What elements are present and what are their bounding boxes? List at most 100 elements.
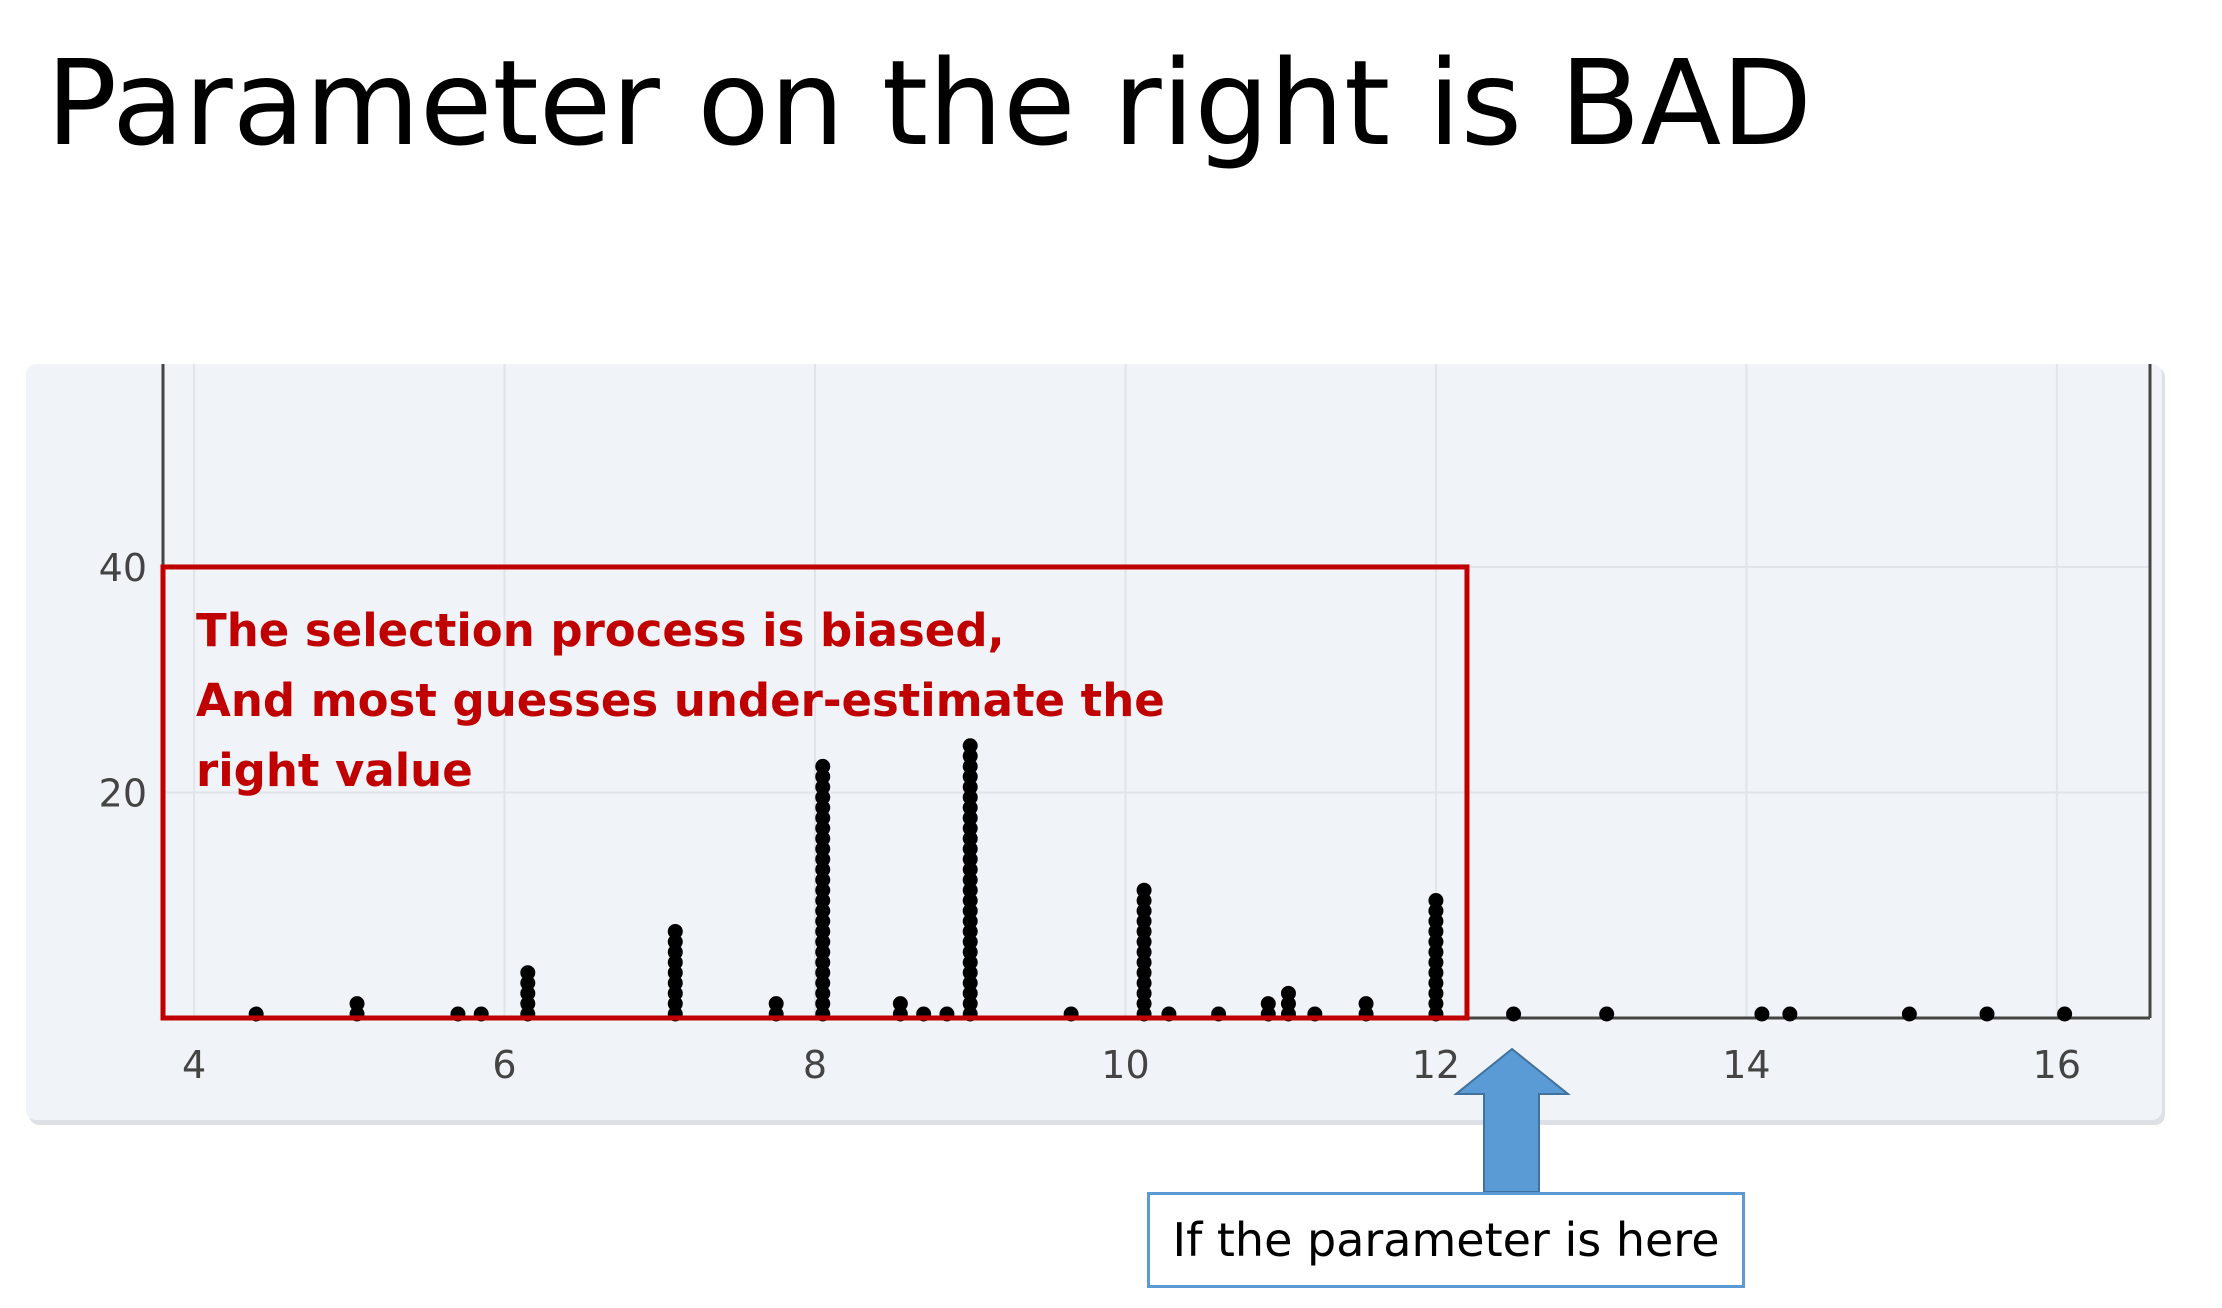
data-point: [1136, 893, 1152, 909]
data-point: [815, 893, 831, 909]
data-point: [1136, 913, 1152, 929]
data-point: [815, 965, 831, 981]
data-point: [962, 758, 978, 774]
data-point: [667, 934, 683, 950]
data-point: [667, 923, 683, 939]
highlight-box: [160, 564, 1470, 1021]
data-point: [1136, 996, 1152, 1012]
data-point: [815, 954, 831, 970]
data-point: [815, 903, 831, 919]
tick-labels: 4 6 8 10 12 14 16 20 40: [99, 546, 2081, 1087]
data-point: [962, 975, 978, 991]
x-tick-label: 12: [1412, 1043, 1460, 1087]
data-point: [962, 934, 978, 950]
data-point: [1260, 996, 1276, 1012]
data-point: [962, 841, 978, 857]
data-point: [520, 965, 536, 981]
data-point: [962, 862, 978, 878]
data-point: [815, 862, 831, 878]
data-point: [962, 996, 978, 1012]
x-tick-label: 6: [492, 1043, 516, 1087]
data-point: [962, 820, 978, 836]
data-point: [768, 996, 784, 1012]
data-point: [962, 944, 978, 960]
data-point: [815, 810, 831, 826]
x-tick-label: 8: [803, 1043, 827, 1087]
data-point: [1136, 965, 1152, 981]
data-point: [962, 789, 978, 805]
data-point: [520, 996, 536, 1012]
data-point: [962, 851, 978, 867]
data-point: [667, 985, 683, 1001]
data-point: [815, 851, 831, 867]
annotation-line: right value: [196, 744, 473, 797]
annotation-line: The selection process is biased,: [196, 604, 1005, 657]
data-point: [1136, 985, 1152, 1001]
data-point: [1136, 954, 1152, 970]
data-point: [815, 779, 831, 795]
data-point: [1136, 882, 1152, 898]
data-point: [1428, 954, 1444, 970]
data-point: [1136, 903, 1152, 919]
data-point: [1136, 934, 1152, 950]
slide-title: Parameter on the right is BAD: [46, 34, 1813, 172]
x-tick-label: 16: [2033, 1043, 2081, 1087]
data-point: [1136, 975, 1152, 991]
data-point: [962, 748, 978, 764]
data-point: [1428, 975, 1444, 991]
data-point: [815, 789, 831, 805]
data-point: [1136, 944, 1152, 960]
data-point: [1754, 1006, 1770, 1022]
data-point: [815, 758, 831, 774]
chart-card: [26, 364, 2162, 1120]
data-point: [815, 975, 831, 991]
data-point: [815, 985, 831, 1001]
data-point: [667, 975, 683, 991]
x-tick-label: 4: [182, 1043, 206, 1087]
data-point: [1506, 1006, 1522, 1022]
data-point: [520, 975, 536, 991]
data-point: [815, 913, 831, 929]
data-point: [667, 996, 683, 1012]
data-point: [815, 769, 831, 785]
data-point: [962, 965, 978, 981]
data-point: [962, 903, 978, 919]
data-point: [2057, 1006, 2073, 1022]
y-tick-label: 40: [99, 546, 147, 590]
data-point: [962, 831, 978, 847]
data-point: [962, 769, 978, 785]
data-point: [892, 996, 908, 1012]
data-point: [815, 800, 831, 816]
data-point: [815, 882, 831, 898]
data-point: [349, 996, 365, 1012]
data-point: [962, 738, 978, 754]
data-point: [1136, 923, 1152, 939]
data-point: [1428, 996, 1444, 1012]
data-point: [1901, 1006, 1917, 1022]
data-point: [962, 810, 978, 826]
data-point: [667, 944, 683, 960]
data-point: [1428, 985, 1444, 1001]
data-point: [520, 985, 536, 1001]
y-tick-label: 20: [99, 771, 147, 815]
data-point: [1599, 1006, 1615, 1022]
x-tick-label: 14: [1722, 1043, 1770, 1087]
data-point: [815, 872, 831, 888]
data-point: [962, 779, 978, 795]
data-point: [1428, 944, 1444, 960]
data-point: [815, 841, 831, 857]
callout-text: If the parameter is here: [1172, 1213, 1720, 1267]
data-point: [815, 944, 831, 960]
data-point: [1358, 996, 1374, 1012]
data-point: [667, 965, 683, 981]
data-point: [815, 820, 831, 836]
data-point: [962, 913, 978, 929]
data-point: [1280, 985, 1296, 1001]
annotation-text: The selection process is biased, And mos…: [196, 596, 1165, 806]
x-tick-label: 10: [1101, 1043, 1149, 1087]
data-point: [815, 923, 831, 939]
data-point: [1979, 1006, 1995, 1022]
data-point: [1782, 1006, 1798, 1022]
data-point: [815, 996, 831, 1012]
